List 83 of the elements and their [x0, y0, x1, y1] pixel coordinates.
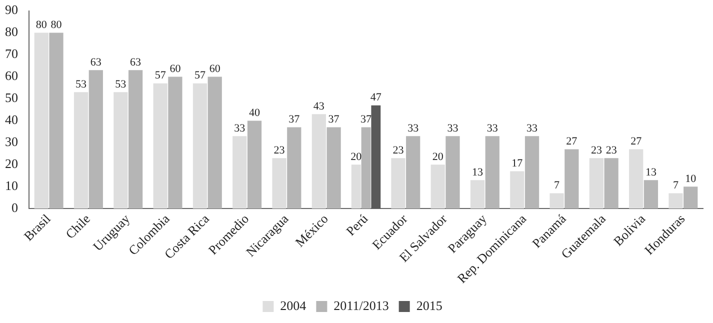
- bar: [371, 105, 381, 209]
- data-label: 7: [554, 180, 560, 192]
- data-label: 23: [590, 144, 602, 156]
- bar: [114, 92, 128, 209]
- bar: [564, 149, 579, 209]
- bar: [668, 193, 683, 209]
- bar: [208, 76, 222, 209]
- data-label: 37: [360, 114, 372, 126]
- legend-label: 2011/2013: [334, 298, 389, 313]
- bar: [589, 158, 604, 209]
- y-tick-label: 30: [5, 134, 18, 150]
- data-label: 23: [606, 144, 618, 156]
- x-tick-label: Perú: [343, 210, 371, 239]
- bar: [88, 70, 103, 209]
- data-label: 80: [36, 19, 48, 32]
- y-tick-label: 50: [5, 90, 18, 106]
- data-label: 23: [274, 144, 286, 156]
- data-label: 57: [194, 70, 206, 82]
- bar: [391, 158, 406, 209]
- bar: [446, 136, 460, 209]
- bar: [485, 136, 500, 209]
- data-label: 57: [154, 70, 166, 82]
- bar: [247, 120, 262, 209]
- y-tick-label: 60: [5, 68, 18, 84]
- bar: [684, 186, 698, 209]
- bar: [74, 92, 88, 209]
- data-label: 37: [288, 114, 300, 126]
- data-label: 33: [408, 122, 420, 134]
- bar: [326, 127, 341, 209]
- y-tick-label: 90: [5, 2, 18, 18]
- bar: [168, 76, 182, 209]
- bar: [287, 127, 302, 209]
- data-label: 63: [130, 56, 142, 69]
- data-label: 33: [447, 122, 459, 134]
- x-tick-label: Chile: [62, 210, 94, 242]
- y-tick-label: 70: [5, 46, 18, 62]
- data-label: 43: [313, 100, 325, 113]
- data-label: 20: [432, 151, 444, 164]
- y-tick-label: 40: [5, 112, 18, 128]
- data-label: 37: [328, 114, 340, 126]
- data-label: 10: [685, 173, 697, 186]
- data-label: 33: [526, 122, 538, 134]
- data-label: 13: [472, 166, 484, 178]
- bar: [550, 193, 564, 209]
- data-label: 17: [512, 158, 524, 170]
- y-tick-label: 80: [5, 24, 18, 40]
- data-label: 13: [645, 166, 657, 178]
- data-label: 33: [486, 122, 498, 134]
- data-label: 20: [350, 151, 362, 164]
- data-label: 80: [50, 19, 62, 32]
- bar: [34, 32, 48, 209]
- bar: [510, 171, 524, 209]
- bar: [153, 83, 168, 209]
- data-label: 27: [630, 136, 642, 148]
- bar: [232, 136, 247, 209]
- y-tick-label: 20: [5, 156, 18, 172]
- data-label: 47: [370, 92, 382, 104]
- bar: [644, 180, 658, 209]
- data-label: 23: [392, 144, 404, 156]
- y-tick-label: 10: [5, 178, 18, 194]
- bar: [406, 136, 420, 209]
- legend-label: 2004: [280, 298, 307, 313]
- bar: [524, 136, 540, 209]
- bar: [430, 164, 445, 209]
- data-label: 60: [170, 63, 182, 76]
- bar: [604, 158, 618, 209]
- data-label: 27: [566, 136, 578, 148]
- data-label: 63: [90, 56, 102, 69]
- bar: [312, 114, 326, 209]
- legend-label: 2015: [416, 298, 442, 313]
- data-label: 33: [234, 122, 246, 134]
- bar: [192, 83, 208, 209]
- data-label: 40: [248, 107, 260, 120]
- data-label: 53: [115, 78, 127, 91]
- bar: [470, 180, 485, 209]
- data-label: 7: [672, 180, 679, 192]
- data-label: 53: [76, 78, 88, 91]
- bar: [629, 149, 644, 209]
- bar: [128, 70, 143, 209]
- y-tick-label: 0: [12, 200, 18, 216]
- bar: [272, 158, 286, 209]
- data-label: 60: [209, 63, 221, 76]
- bar: [49, 32, 64, 209]
